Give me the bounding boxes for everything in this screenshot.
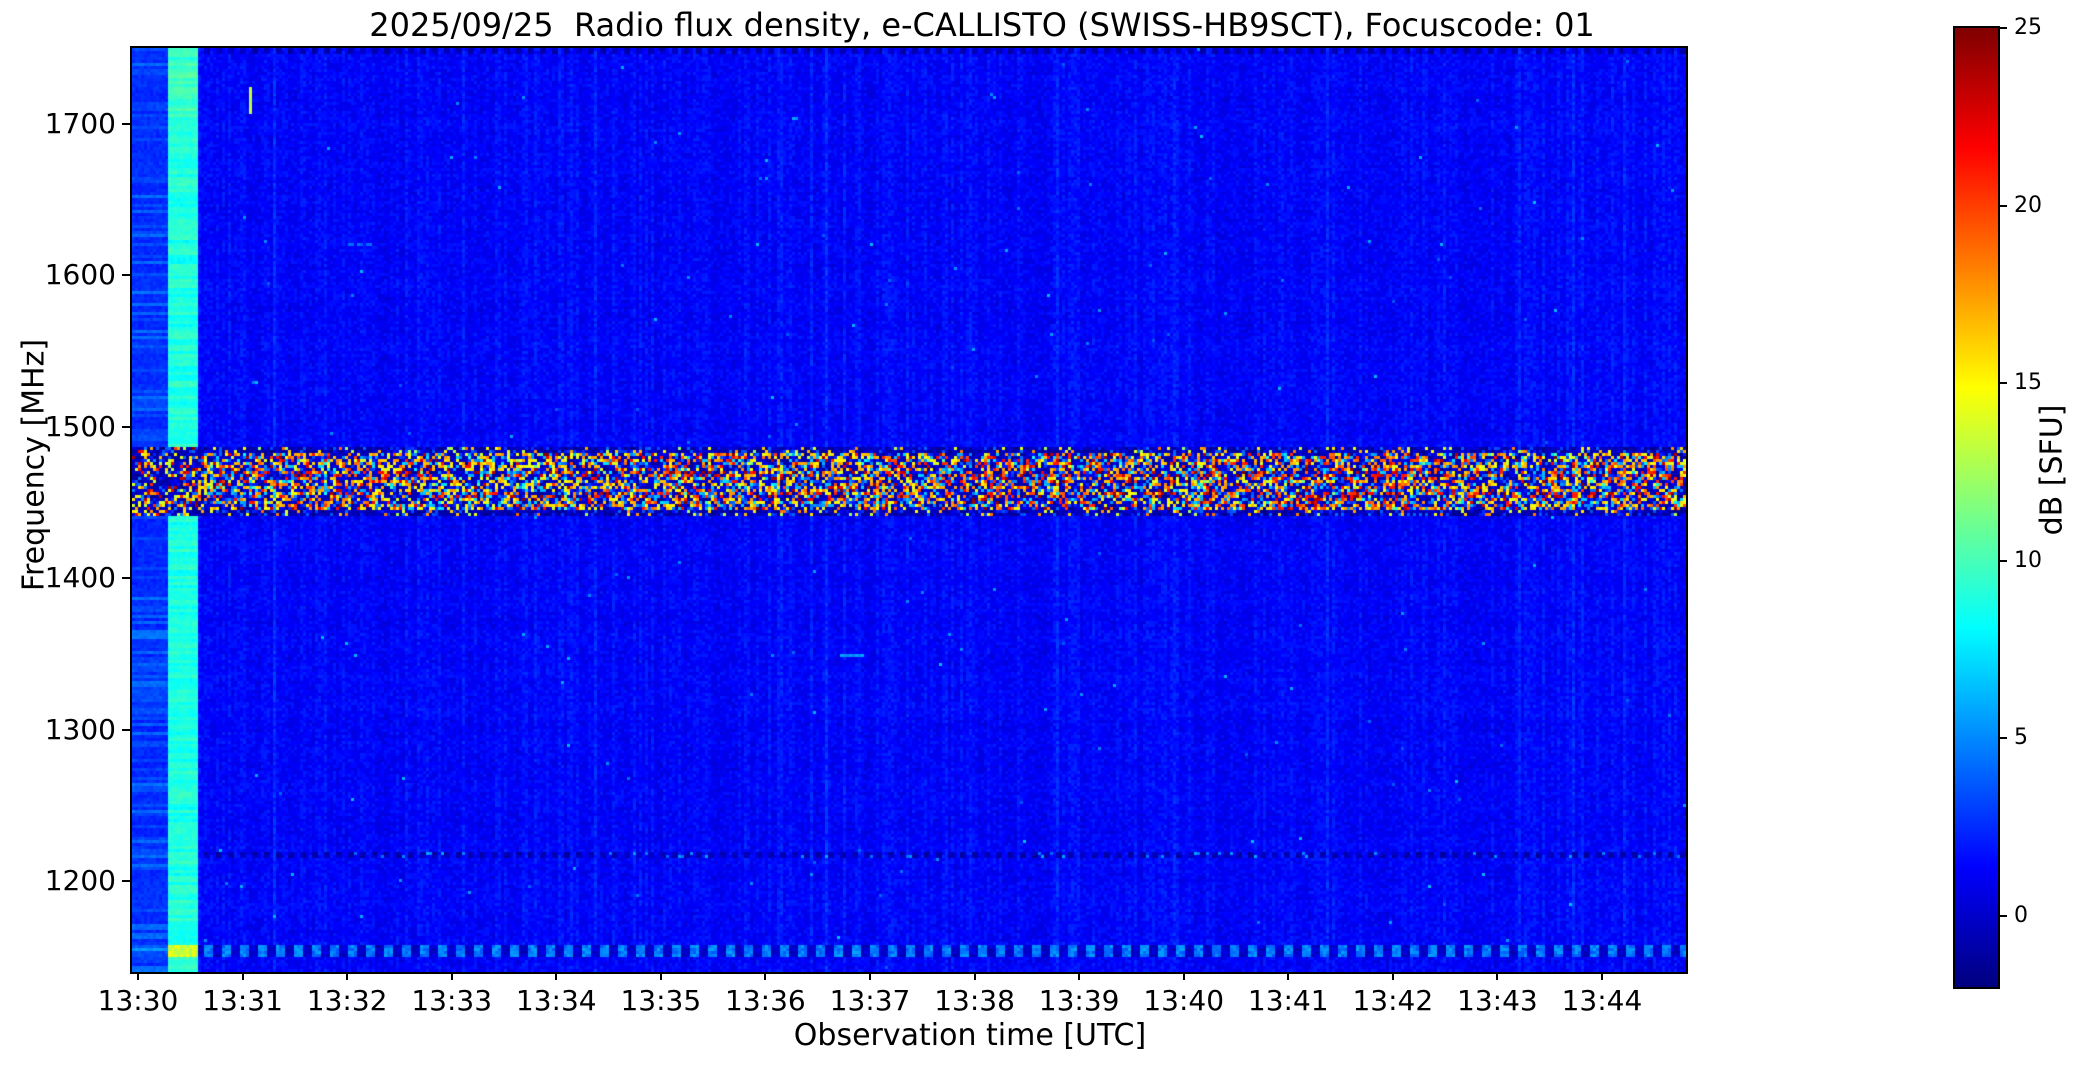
colorbar-tick-mark (2000, 559, 2007, 562)
colorbar-tick-label: 10 (2014, 547, 2042, 573)
y-tick-label: 1300 (44, 712, 116, 746)
colorbar-tick-label: 25 (2014, 15, 2042, 40)
x-tick-mark (241, 972, 244, 980)
x-tick-label: 13:40 (1143, 984, 1225, 1017)
y-tick-label: 1500 (44, 409, 116, 443)
x-tick-label: 13:31 (202, 984, 283, 1017)
x-tick-mark (973, 972, 976, 980)
x-tick-mark (555, 972, 558, 980)
y-tick-mark (122, 728, 130, 731)
spectrogram-canvas (132, 48, 1686, 972)
x-tick-mark (450, 972, 453, 980)
x-tick-label: 13:34 (515, 984, 597, 1017)
y-tick-mark (122, 274, 130, 277)
x-tick-mark (1078, 972, 1081, 980)
y-tick-mark (122, 880, 130, 883)
x-tick-label: 13:43 (1457, 984, 1538, 1017)
x-tick-label: 13:30 (97, 984, 179, 1017)
colorbar-tick-label: 20 (2014, 192, 2042, 218)
colorbar-tick-mark (2000, 914, 2007, 917)
x-tick-mark (764, 972, 767, 980)
x-tick-label: 13:44 (1561, 984, 1643, 1017)
colorbar-tick-label: 0 (2014, 902, 2028, 928)
y-axis-label: Frequency [MHz] (16, 338, 52, 592)
y-tick-label: 1200 (44, 864, 116, 898)
chart-title: 2025/09/25 Radio flux density, e-CALLIST… (369, 6, 1595, 44)
colorbar-tick-mark (2000, 737, 2007, 740)
colorbar-tick-mark (2000, 27, 2007, 29)
x-tick-mark (1182, 972, 1185, 980)
x-tick-mark (1496, 972, 1499, 980)
x-tick-mark (137, 972, 139, 980)
y-tick-mark (122, 577, 130, 580)
y-tick-label: 1700 (44, 106, 116, 140)
x-tick-label: 13:41 (1247, 984, 1329, 1017)
x-tick-mark (1391, 972, 1394, 980)
x-tick-mark (659, 972, 662, 980)
x-tick-label: 13:35 (620, 984, 702, 1017)
x-tick-label: 13:37 (829, 984, 911, 1017)
colorbar-tick-mark (2000, 204, 2007, 207)
x-tick-label: 13:38 (934, 984, 1015, 1017)
x-tick-mark (1600, 972, 1603, 980)
y-tick-mark (122, 122, 130, 125)
x-tick-label: 13:36 (725, 984, 806, 1017)
y-tick-label: 1400 (44, 561, 116, 595)
colorbar-tick-label: 15 (2014, 370, 2042, 396)
colorbar-tick-mark (2000, 382, 2007, 385)
x-tick-label: 13:33 (411, 984, 493, 1017)
colorbar-tick-label: 5 (2014, 725, 2028, 751)
x-tick-mark (346, 972, 349, 980)
x-tick-mark (1287, 972, 1290, 980)
x-tick-mark (868, 972, 871, 980)
colorbar-gradient (1955, 28, 1998, 987)
x-tick-label: 13:42 (1352, 984, 1434, 1017)
x-axis-label: Observation time [UTC] (793, 1018, 1147, 1053)
x-tick-label: 13:32 (306, 984, 388, 1017)
y-tick-label: 1600 (44, 258, 116, 292)
colorbar-label: dB [SFU] (2034, 404, 2070, 536)
y-tick-mark (122, 425, 130, 428)
x-tick-label: 13:39 (1038, 984, 1120, 1017)
